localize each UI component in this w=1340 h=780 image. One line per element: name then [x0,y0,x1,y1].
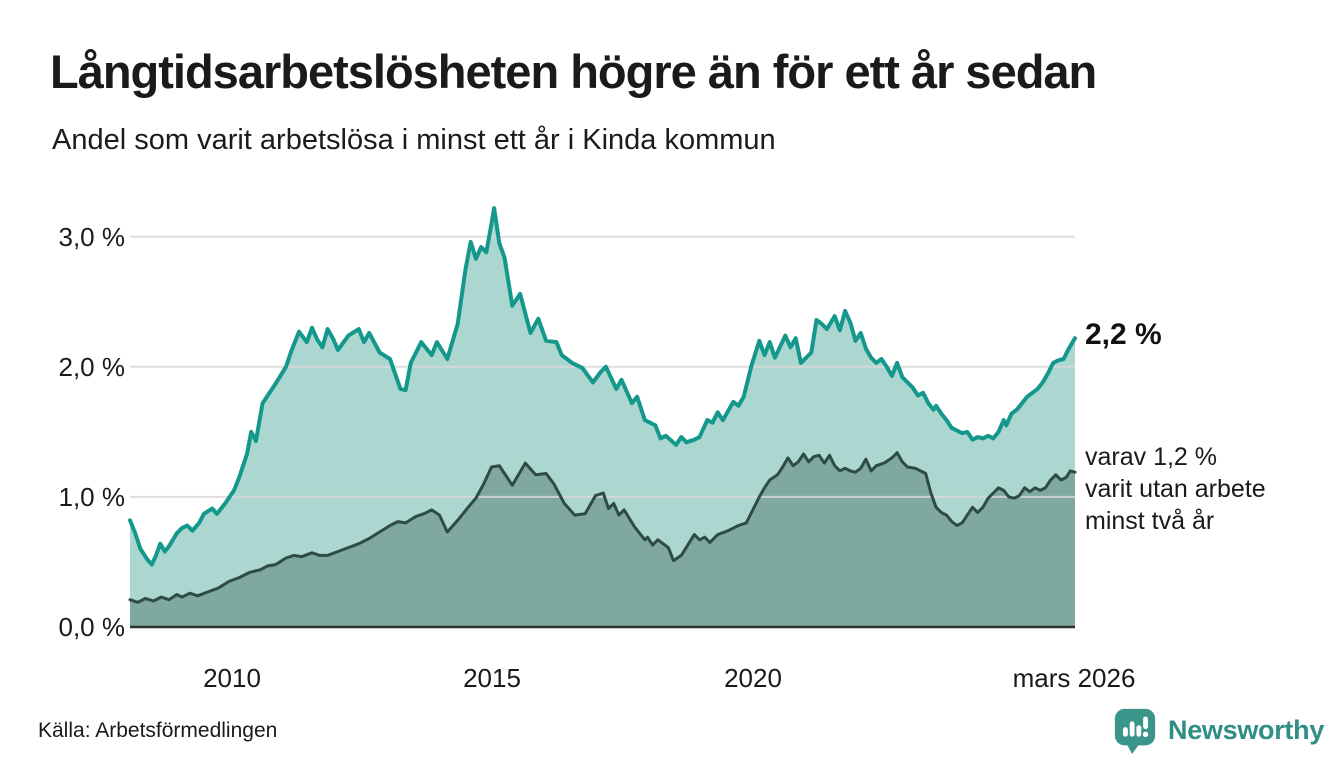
page-subtitle: Andel som varit arbetslösa i minst ett å… [52,124,776,156]
latest-value-label: 2,2 % [1085,318,1162,351]
page-title: Långtidsarbetslösheten högre än för ett … [50,45,1097,98]
x-axis-tick-mars-2026: mars 2026 [1012,663,1136,693]
y-axis-tick-0: 0,0 % [58,612,126,642]
secondary-annotation-line-1: varav 1,2 % [1085,443,1218,471]
secondary-annotation-line-2: varit utan arbete [1085,475,1266,503]
source-text: Källa: Arbetsförmedlingen [38,719,278,742]
x-axis-tick-2010: 2010 [203,663,261,693]
y-axis-tick-2: 2,0 % [58,352,126,382]
newsworthy-logo: Newsworthy [1112,702,1324,758]
y-axis-tick-1: 1,0 % [58,482,126,512]
secondary-annotation-line-3: minst två år [1085,507,1215,535]
area-chart [128,206,1077,629]
secondary-annotation: varav 1,2 % varit utan arbete minst två … [1085,441,1266,537]
y-axis-tick-3: 3,0 % [58,222,126,252]
newsworthy-chart-bubble-icon [1112,705,1158,755]
x-axis-tick-2020: 2020 [724,663,782,693]
newsworthy-wordmark: Newsworthy [1168,714,1325,745]
x-axis-tick-2015: 2015 [463,663,521,693]
